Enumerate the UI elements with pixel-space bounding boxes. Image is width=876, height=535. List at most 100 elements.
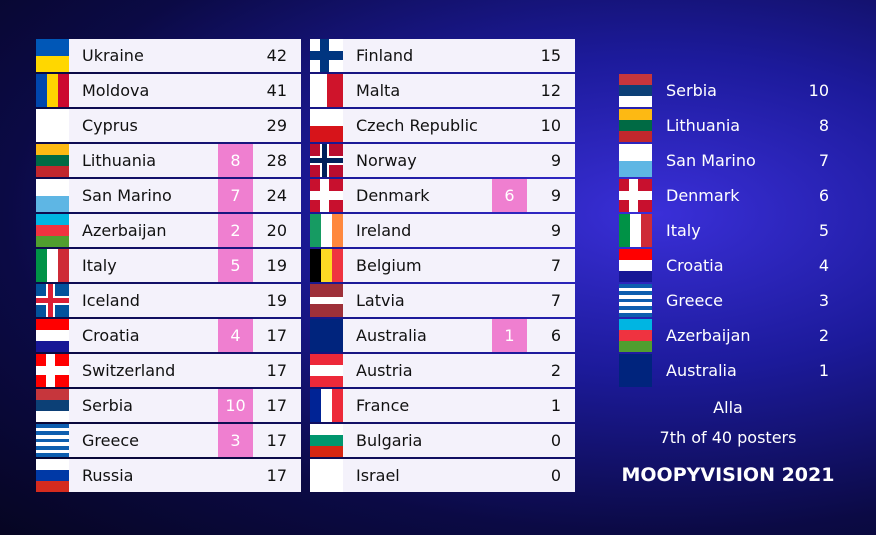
country-name: Switzerland [82,361,176,380]
flag [310,144,343,177]
flag-stripe [619,295,652,299]
row-background [69,459,301,492]
flag-stripe [36,435,69,439]
flag [310,249,343,282]
flag-stripe [619,309,652,314]
flag-stripe [630,214,641,247]
received-points: 2 [218,214,253,247]
score-row: Croatia 4 17 [36,319,301,352]
total-points: 10 [540,116,561,135]
received-points: 10 [218,389,253,422]
total-points: 7 [550,256,561,275]
vote-points: 6 [818,186,829,205]
vote-country: Denmark [666,186,740,205]
brand: MOOPYVISION 2021 [621,464,835,486]
row-background [343,144,575,177]
total-points: 29 [266,116,287,135]
country-name: Australia [356,326,427,345]
flag-stripe [619,302,652,307]
flag-stripe [619,287,652,292]
flag-stripe [619,330,652,341]
flag-stripe [36,195,69,212]
flag-stripe [310,249,321,282]
flag-stripe [310,435,343,446]
flag-stripe [47,74,58,107]
score-row: Finland 15 [310,39,575,72]
row-background [343,459,575,492]
voter-name: Alla [713,398,743,417]
flag-stripe [619,214,630,247]
flag-stripe [36,341,69,352]
row-background [343,284,575,317]
received-points: 3 [218,424,253,457]
vote-row: Lithuania 8 [619,109,831,142]
flag-stripe [36,459,69,470]
score-row: Ireland 9 [310,214,575,247]
score-row: Greece 3 17 [36,424,301,457]
row-background [343,74,575,107]
flag-stripe [36,449,69,454]
total-points: 24 [266,186,287,205]
score-row: Serbia 10 17 [36,389,301,422]
flag [619,284,652,317]
flag-stripe [619,319,652,330]
country-name: Serbia [82,396,133,415]
flag-stripe [36,319,69,330]
flag-stripe [310,310,343,317]
score-row: Denmark 6 9 [310,179,575,212]
flag-stripe [36,144,69,155]
flag-stripe [619,249,652,260]
flag-stripe [36,225,69,236]
flag [36,144,69,177]
flag-stripe [58,249,69,282]
flag [36,214,69,247]
country-name: Malta [356,81,401,100]
flag-stripe [619,313,652,317]
country-name: Denmark [356,186,430,205]
total-points: 0 [550,431,561,450]
row-background [343,354,575,387]
total-points: 28 [266,151,287,170]
flag-cross [320,39,329,72]
received-points: 4 [218,319,253,352]
row-background [69,249,301,282]
row-background [69,109,301,142]
country-name: Latvia [356,291,405,310]
flag [310,389,343,422]
vote-country: Azerbaijan [666,326,751,345]
row-background [69,39,301,72]
score-row: Norway 9 [310,144,575,177]
flag-stripe [310,365,343,376]
flag-stripe [310,376,343,387]
flag-stripe [36,55,69,72]
vote-country: Australia [666,361,737,380]
flag-stripe [310,389,321,422]
total-points: 19 [266,291,287,310]
score-row: Australia 1 6 [310,319,575,352]
flag-stripe [36,236,69,247]
flag-cross [629,179,638,212]
total-points: 15 [540,46,561,65]
country-name: Belgium [356,256,422,275]
score-row: Azerbaijan 2 20 [36,214,301,247]
row-background [343,214,575,247]
flag [310,74,343,107]
flag [619,319,652,352]
flag-stripe [310,446,343,457]
flag [310,319,343,352]
flag [310,424,343,457]
vote-row: San Marino 7 [619,144,831,177]
score-row: Lithuania 8 28 [36,144,301,177]
flag [310,109,343,142]
score-row: San Marino 7 24 [36,179,301,212]
flag-stripe [332,389,343,422]
score-row: Ukraine 42 [36,39,301,72]
flag-cross [46,354,55,387]
flag [36,249,69,282]
received-points: 6 [492,179,527,212]
total-points: 20 [266,221,287,240]
row-background [343,39,575,72]
flag-stripe [619,131,652,142]
country-name: Lithuania [82,151,157,170]
